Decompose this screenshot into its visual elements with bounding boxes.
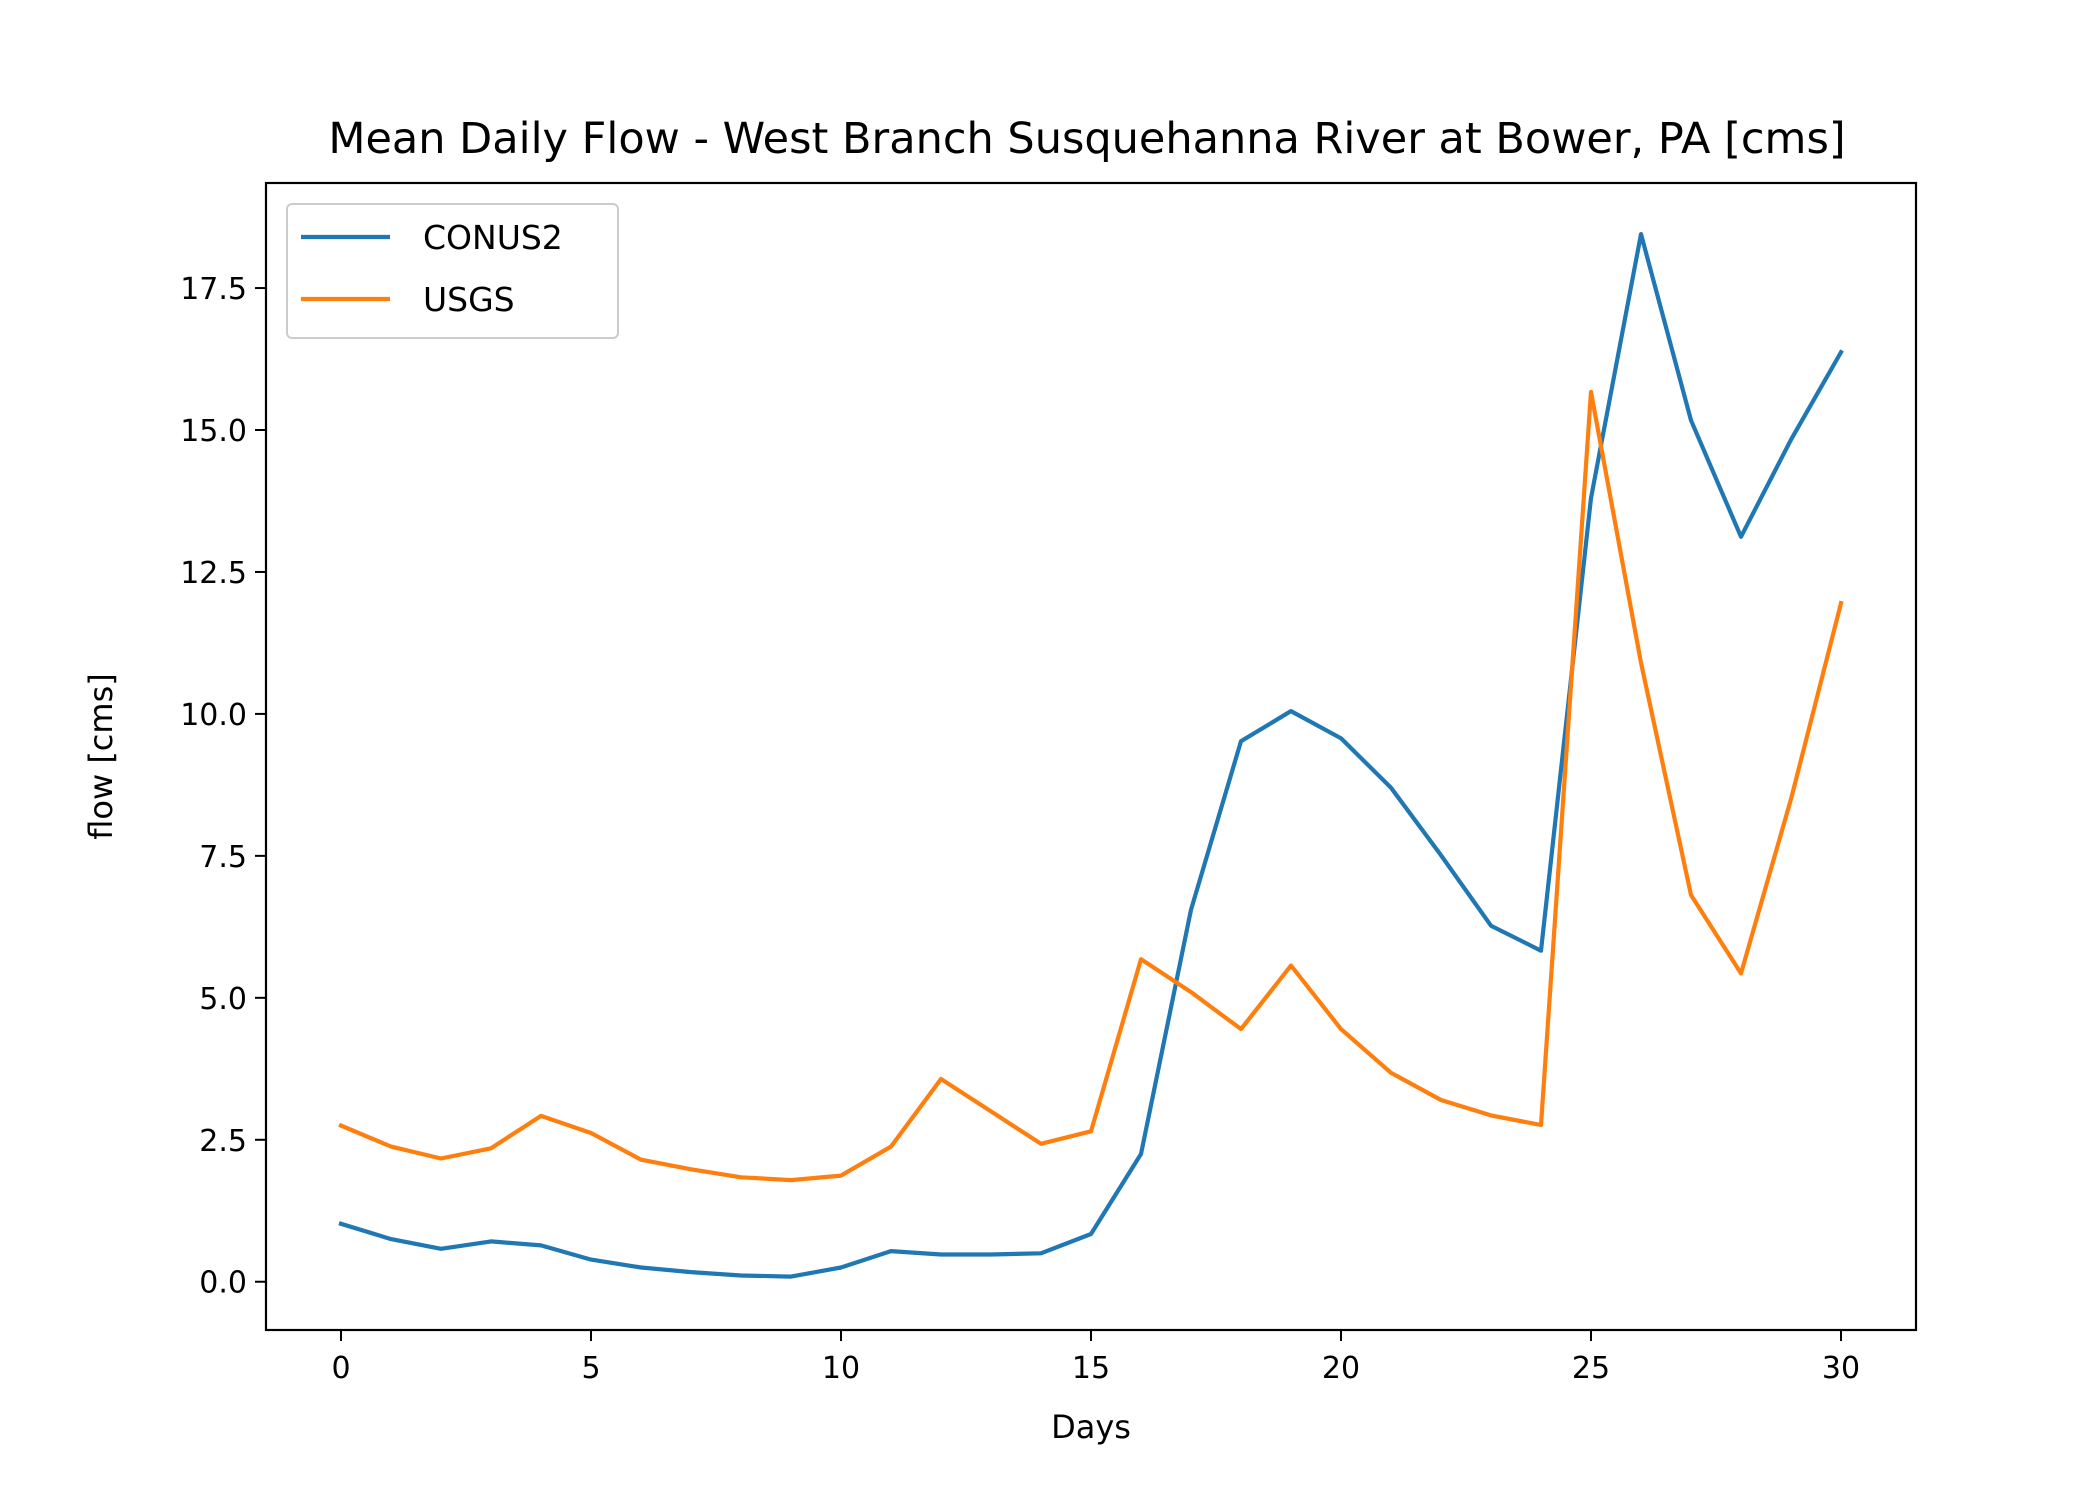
series-line-conus2 (338, 232, 1844, 1279)
x-tick-label: 10 (822, 1351, 860, 1386)
y-axis: 0.0 2.5 5.0 7.5 10.0 12.5 15.0 17.5 (180, 272, 266, 1301)
x-axis-title: Days (1051, 1408, 1131, 1446)
series-layer (338, 232, 1844, 1279)
x-tick-label: 30 (1822, 1351, 1860, 1386)
series-line-usgs (338, 389, 1844, 1183)
x-tick-label: 5 (581, 1351, 600, 1386)
x-axis: 0 5 10 15 20 25 30 (331, 1330, 1860, 1386)
legend-label-usgs: USGS (423, 280, 515, 319)
y-tick-label: 7.5 (199, 840, 247, 875)
y-tick-label: 15.0 (180, 414, 247, 449)
y-axis-title: flow [cms] (82, 673, 120, 839)
y-tick-label: 5.0 (199, 982, 247, 1017)
y-tick-label: 2.5 (199, 1124, 247, 1159)
y-tick-label: 0.0 (199, 1266, 247, 1301)
y-tick-label: 12.5 (180, 556, 247, 591)
y-tick-label: 17.5 (180, 272, 247, 307)
x-tick-label: 25 (1572, 1351, 1610, 1386)
x-tick-label: 20 (1322, 1351, 1360, 1386)
legend-label-conus2: CONUS2 (423, 218, 563, 257)
legend: CONUS2 USGS (286, 203, 619, 339)
x-tick-label: 15 (1072, 1351, 1110, 1386)
y-tick-label: 10.0 (180, 698, 247, 733)
x-tick-label: 0 (331, 1351, 350, 1386)
chart-title: Mean Daily Flow - West Branch Susquehann… (328, 114, 1845, 164)
